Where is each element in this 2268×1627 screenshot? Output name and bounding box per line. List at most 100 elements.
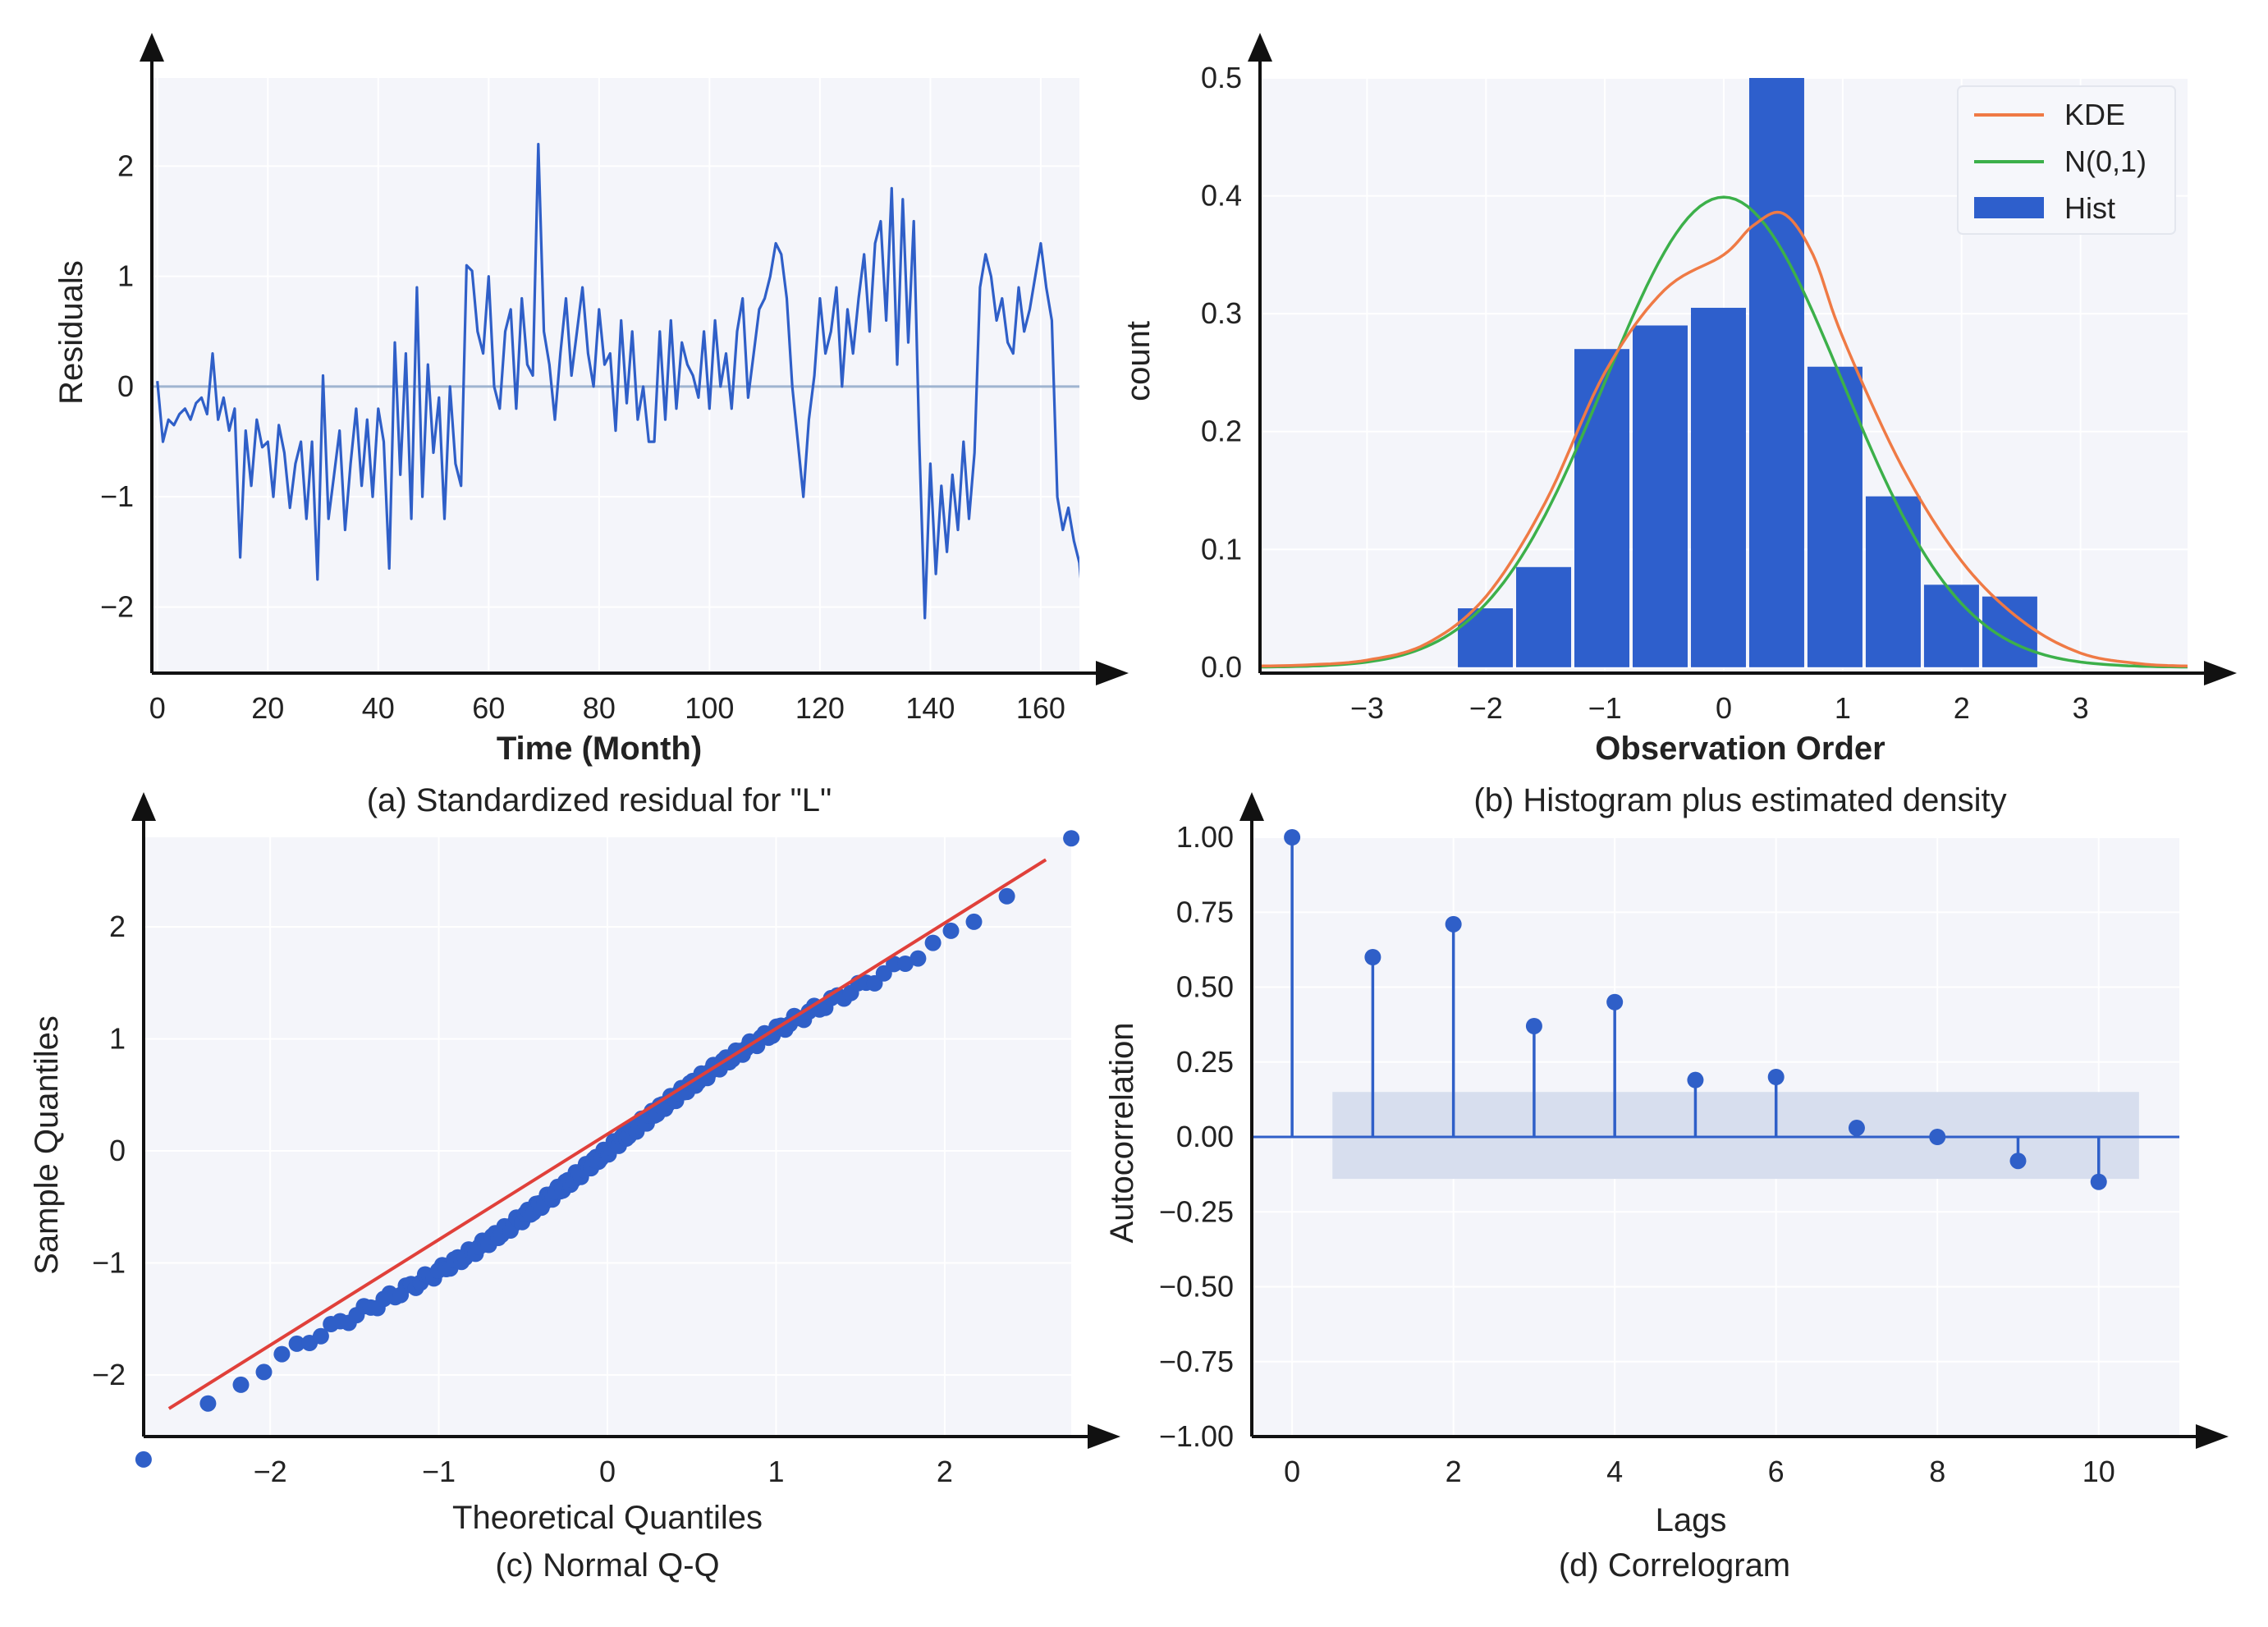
y-tick-label: 0.00 [1176, 1120, 1234, 1153]
y-axis-arrow [131, 792, 156, 821]
hist-bar [1865, 496, 1921, 667]
hist-bar [1458, 608, 1514, 667]
acf-marker [1364, 949, 1381, 965]
normal-density-curve [1260, 195, 2188, 669]
x-tick-label: 0 [599, 1455, 616, 1488]
y-tick-label: 0.5 [1201, 61, 1242, 94]
y-tick-label: −1 [100, 479, 134, 513]
acf-marker [2009, 1153, 2027, 1170]
y-tick-label: 0.4 [1201, 179, 1242, 213]
legend-hist-label: Hist [2064, 191, 2115, 225]
x-tick-label: 4 [1606, 1455, 1623, 1488]
acf-marker [1284, 829, 1301, 846]
x-tick-label: −2 [1469, 691, 1503, 725]
panel-residuals: 0 20 40 60 80 100 120 140 160 −2 −1 0 1 2 Time (Mont… [53, 33, 1129, 818]
y-axis-label: count [1120, 321, 1157, 401]
qq-point [924, 934, 942, 951]
x-tick-label: 2 [937, 1455, 953, 1488]
qq-reference-line [167, 858, 1047, 1410]
x-tick-label: −1 [422, 1455, 456, 1488]
hist-bar [1923, 584, 1979, 667]
y-tick-label: 0 [117, 369, 134, 403]
y-axis-label: Autocorrelation [1104, 1022, 1140, 1243]
panel-histogram: −3 −2 −1 0 1 2 3 0.0 0.1 0.2 0.3 0.4 0.5 KDE N(0,1)… [1120, 33, 2237, 818]
qq-point [909, 950, 927, 967]
x-tick-label: 2 [1446, 1455, 1462, 1488]
qq-point [273, 1345, 291, 1363]
x-tick-label: 140 [905, 691, 955, 725]
y-tick-label: −2 [100, 589, 134, 623]
y-tick-label: −1 [92, 1246, 126, 1280]
acf-marker [1687, 1071, 1704, 1088]
x-axis-arrow [1088, 1424, 1120, 1449]
y-tick-label: 2 [109, 910, 126, 943]
y-axis-arrow [1248, 33, 1272, 62]
x-tick-label: 160 [1016, 691, 1065, 725]
acf-marker [1848, 1120, 1865, 1137]
qq-point [312, 1327, 329, 1345]
x-tick-label: 8 [1929, 1455, 1945, 1488]
y-axis-label: Residuals [53, 260, 89, 405]
qq-point [232, 1376, 250, 1393]
x-axis-label: Observation Order [1595, 731, 1885, 767]
x-tick-label: 40 [362, 691, 395, 725]
y-axis-arrow [140, 33, 164, 62]
y-tick-label: −0.25 [1159, 1194, 1234, 1228]
x-tick-label: 1 [767, 1455, 784, 1488]
acf-marker [1525, 1017, 1542, 1034]
y-tick-label: −2 [92, 1358, 126, 1391]
y-tick-label: 0.1 [1201, 532, 1242, 566]
x-axis-label: Lags [1656, 1502, 1727, 1538]
acf-marker [1767, 1069, 1785, 1085]
acf-marker [1929, 1129, 1946, 1145]
qq-point [942, 922, 960, 939]
y-tick-label: −1.00 [1159, 1419, 1234, 1453]
y-tick-label: 1 [117, 259, 134, 293]
legend-kde-label: KDE [2064, 98, 2125, 131]
caption-a: (a) Standardized residual for "L" [367, 782, 832, 818]
caption-c: (c) Normal Q-Q [495, 1547, 719, 1583]
hist-bar [1690, 307, 1746, 667]
kde-curve [1260, 210, 2188, 668]
legend-normal-label: N(0,1) [2064, 144, 2147, 178]
acf-marker [1445, 915, 1462, 933]
x-tick-label: 20 [251, 691, 284, 725]
confidence-band [1332, 1092, 2139, 1180]
x-tick-label: 0 [1716, 691, 1732, 725]
y-tick-label: 0 [109, 1134, 126, 1167]
qq-point [135, 1451, 152, 1468]
y-tick-label: 0.50 [1176, 970, 1234, 1004]
x-axis-arrow [2196, 1424, 2229, 1449]
y-axis-arrow [1239, 792, 1264, 821]
hist-bar [1516, 566, 1572, 667]
x-tick-label: 0 [1284, 1455, 1300, 1488]
x-axis-arrow [2204, 661, 2237, 685]
y-tick-label: 0.3 [1201, 296, 1242, 330]
qq-point [965, 913, 983, 930]
y-axis-label: Sample Quantiles [29, 1015, 65, 1275]
y-tick-label: 1 [109, 1022, 126, 1056]
legend: KDE N(0,1) Hist [1957, 85, 2176, 235]
x-tick-label: −3 [1350, 691, 1384, 725]
legend-hist-swatch [1974, 197, 2044, 218]
y-tick-label: −0.75 [1159, 1345, 1234, 1378]
x-tick-label: 6 [1768, 1455, 1785, 1488]
y-tick-label: 0.2 [1201, 415, 1242, 448]
qq-point [1063, 830, 1080, 847]
qq-point [896, 956, 914, 972]
hist-bar [1982, 596, 2037, 667]
hist-bar [1748, 78, 1804, 667]
qq-point [255, 1363, 273, 1381]
y-tick-label: 0.75 [1176, 895, 1234, 928]
x-tick-label: 2 [1954, 691, 1970, 725]
y-tick-label: 0.25 [1176, 1045, 1234, 1079]
hist-bar [1633, 325, 1688, 667]
qq-point [998, 887, 1015, 905]
caption-d: (d) Correlogram [1559, 1547, 1790, 1583]
x-tick-label: −1 [1588, 691, 1622, 725]
panel-qq: −2 −1 0 1 2 −2 −1 0 1 2 Theoretical Quantiles Sa… [29, 792, 1120, 1583]
y-tick-label: 1.00 [1176, 820, 1234, 854]
x-tick-label: −2 [254, 1455, 287, 1488]
y-tick-label: 2 [117, 149, 134, 182]
x-tick-label: 10 [2082, 1455, 2115, 1488]
